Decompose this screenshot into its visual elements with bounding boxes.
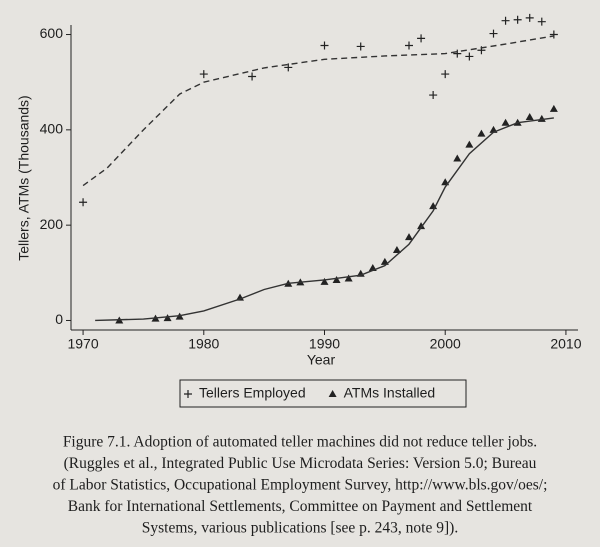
triangle-point bbox=[320, 277, 329, 285]
plus-point bbox=[248, 72, 257, 81]
triangle-point bbox=[549, 104, 558, 112]
triangle-point bbox=[453, 154, 462, 162]
plus-point bbox=[284, 63, 293, 72]
triangle-point bbox=[332, 275, 341, 283]
plus-point bbox=[489, 29, 498, 38]
triangle-point bbox=[392, 245, 401, 253]
plus-point bbox=[513, 15, 522, 24]
plus-point bbox=[441, 70, 450, 79]
plus-point bbox=[537, 17, 546, 26]
y-tick-label: 600 bbox=[40, 25, 64, 41]
y-tick-label: 200 bbox=[40, 216, 64, 232]
y-tick-label: 0 bbox=[55, 311, 63, 327]
x-tick-label: 1980 bbox=[188, 336, 219, 352]
x-axis-label: Year bbox=[307, 352, 336, 368]
caption-line: of Labor Statistics, Occupational Employ… bbox=[53, 477, 548, 494]
plus-point bbox=[465, 52, 474, 61]
caption-line: Bank for International Settlements, Comm… bbox=[68, 498, 533, 515]
triangle-point bbox=[477, 129, 486, 137]
plus-point bbox=[320, 41, 329, 50]
triangle-point bbox=[525, 112, 534, 120]
plus-point bbox=[429, 91, 438, 100]
legend-label: Tellers Employed bbox=[199, 385, 306, 401]
y-axis-label: Tellers, ATMs (Thousands) bbox=[16, 95, 32, 260]
caption-line: (Ruggles et al., Integrated Public Use M… bbox=[64, 455, 537, 472]
plus-point bbox=[525, 13, 534, 22]
legend-label: ATMs Installed bbox=[344, 385, 436, 401]
triangle-point bbox=[465, 140, 474, 148]
plus-point bbox=[549, 30, 558, 39]
triangle-point bbox=[501, 118, 510, 126]
plus-point bbox=[199, 70, 208, 79]
triangle-point bbox=[405, 233, 413, 241]
plus-point bbox=[417, 34, 426, 43]
plus-point bbox=[501, 16, 510, 25]
x-tick-label: 1990 bbox=[309, 336, 340, 352]
plus-point bbox=[453, 49, 462, 58]
plus-point bbox=[405, 41, 413, 50]
plus-point bbox=[184, 390, 192, 398]
triangle-point bbox=[417, 222, 426, 230]
fit-line bbox=[95, 117, 554, 322]
x-tick-label: 2010 bbox=[550, 336, 581, 352]
y-tick-label: 400 bbox=[40, 121, 64, 137]
caption-line: Figure 7.1. Adoption of automated teller… bbox=[63, 434, 537, 451]
plus-point bbox=[356, 42, 365, 51]
caption-line: Systems, various publications [see p. 24… bbox=[142, 520, 458, 537]
legend-box bbox=[179, 379, 467, 408]
triangle-point bbox=[163, 314, 172, 322]
plus-point bbox=[79, 198, 88, 207]
x-tick-label: 2000 bbox=[430, 336, 461, 352]
triangle-point bbox=[328, 390, 337, 397]
fit-line bbox=[82, 35, 554, 187]
x-tick-label: 1970 bbox=[67, 336, 98, 352]
triangle-point bbox=[344, 274, 353, 282]
